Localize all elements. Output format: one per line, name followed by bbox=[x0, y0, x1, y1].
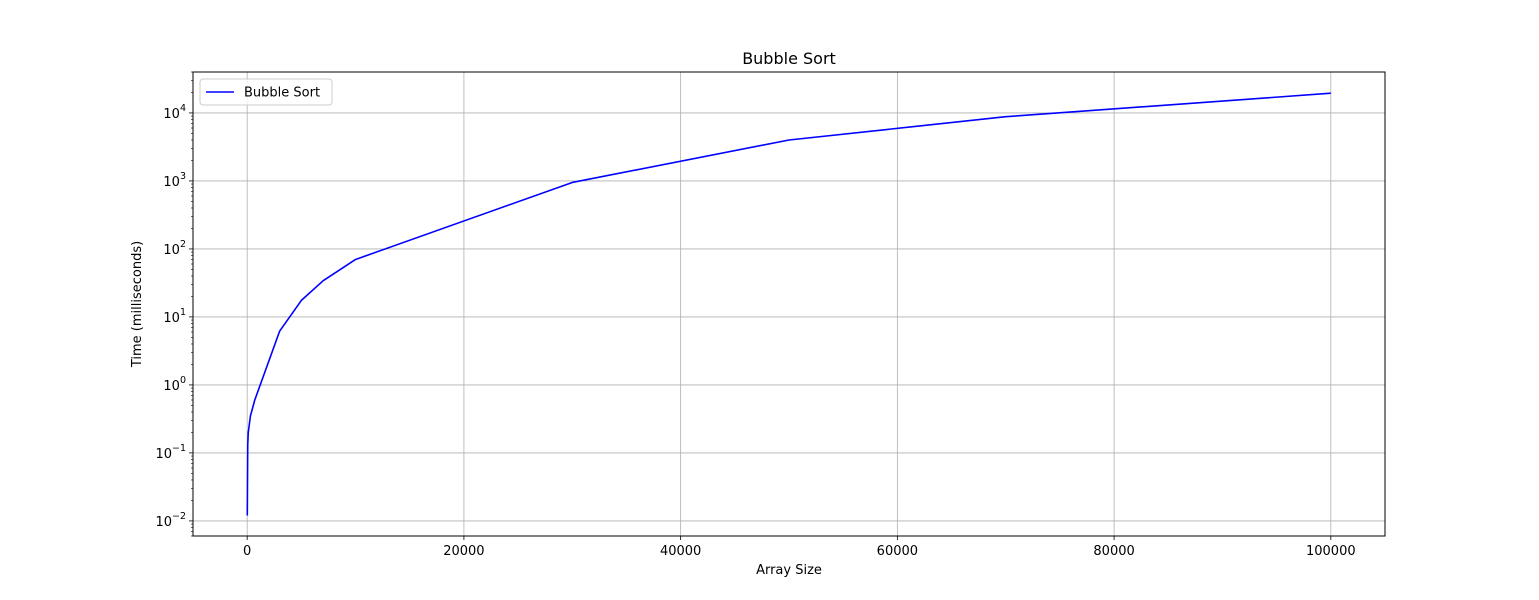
x-tick-label: 20000 bbox=[443, 544, 484, 559]
x-tick-label: 80000 bbox=[1093, 544, 1134, 559]
chart-title: Bubble Sort bbox=[742, 49, 836, 68]
y-tick-exponent: 0 bbox=[180, 375, 186, 386]
legend-box bbox=[199, 78, 333, 106]
x-tick-label: 60000 bbox=[877, 544, 918, 559]
y-tick-base: 10 bbox=[163, 107, 180, 122]
y-tick-base: 10 bbox=[163, 175, 180, 190]
y-axis-label: Time (milliseconds) bbox=[130, 241, 145, 368]
grid bbox=[193, 72, 1385, 536]
y-tick-exponent: −1 bbox=[172, 443, 186, 454]
y-tick-exponent: 1 bbox=[180, 307, 186, 318]
y-tick-base: 10 bbox=[163, 243, 180, 258]
x-tick-label: 40000 bbox=[660, 544, 701, 559]
y-tick-label: 103 bbox=[163, 171, 186, 190]
y-tick-exponent: 3 bbox=[180, 171, 186, 182]
series-line-bubble-sort bbox=[246, 92, 1331, 516]
legend-label-bubble-sort: Bubble Sort bbox=[244, 86, 320, 101]
series-layer bbox=[246, 92, 1331, 516]
x-tick-label: 0 bbox=[243, 544, 251, 559]
y-tick-label: 102 bbox=[163, 239, 186, 258]
y-tick-label: 101 bbox=[163, 307, 186, 326]
x-tick-label: 100000 bbox=[1306, 544, 1356, 559]
y-tick-base: 10 bbox=[155, 515, 172, 530]
y-tick-label: 10−2 bbox=[155, 511, 186, 530]
plot-frame bbox=[192, 71, 1386, 537]
y-tick-exponent: 4 bbox=[180, 103, 186, 114]
y-tick-base: 10 bbox=[163, 311, 180, 326]
y-tick-exponent: −2 bbox=[172, 511, 186, 522]
y-tick-exponent: 2 bbox=[180, 239, 186, 250]
y-tick-label: 10−1 bbox=[155, 443, 186, 462]
y-tick-label: 100 bbox=[163, 375, 186, 394]
y-tick-base: 10 bbox=[163, 379, 180, 394]
y-tick-label: 104 bbox=[163, 103, 186, 122]
legend: Bubble Sort bbox=[199, 78, 333, 106]
y-tick-base: 10 bbox=[155, 447, 172, 462]
x-axis-label: Array Size bbox=[756, 563, 822, 578]
x-axis: 0 20000 40000 60000 80000 100000 bbox=[243, 536, 1356, 559]
